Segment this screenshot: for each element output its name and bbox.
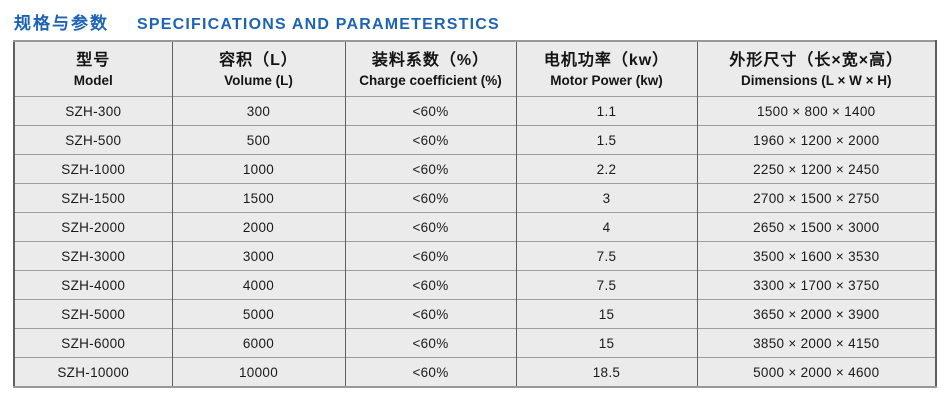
table-cell: 1000 — [171, 154, 345, 184]
header-label-en: Motor Power (kw) — [550, 72, 663, 88]
table-cell: 15 — [515, 328, 697, 358]
table-cell: 1500 — [171, 183, 345, 213]
table-cell: <60% — [344, 328, 516, 358]
table-cell: SZH-1000 — [14, 154, 172, 184]
table-cell: 7.5 — [515, 241, 697, 271]
header-cell-model: 型号 Model — [14, 40, 172, 97]
header-cell-dimensions-l-w-h: 外形尺寸（长×宽×高） Dimensions (L × W × H) — [696, 40, 936, 97]
table-cell: 1960 × 1200 × 2000 — [696, 125, 936, 155]
table-cell: <60% — [344, 183, 516, 213]
table-cell: <60% — [344, 241, 516, 271]
table-cell: 2250 × 1200 × 2450 — [696, 154, 936, 184]
table-cell: <60% — [344, 357, 516, 387]
header-label-cn: 电机功率（kw） — [543, 51, 670, 69]
table-cell: <60% — [344, 299, 516, 329]
table-cell: SZH-1500 — [14, 183, 172, 213]
table-cell: <60% — [344, 125, 516, 155]
table-body: SZH-300 300 <60% 1.1 1500 × 800 × 1400 SZH-50… — [14, 96, 936, 387]
header-label-cn: 容积（L） — [219, 51, 298, 69]
table-cell: 3 — [515, 183, 697, 213]
table-cell: <60% — [344, 96, 516, 126]
table-cell: 2650 × 1500 × 3000 — [696, 212, 936, 242]
table-cell: 4000 — [171, 270, 345, 300]
header-label-cn: 装料系数（%） — [371, 51, 490, 69]
table-cell: 2.2 — [515, 154, 697, 184]
table-cell: 5000 — [171, 299, 345, 329]
table-row: SZH-4000 4000 <60% 7.5 3300 × 1700 × 3750 — [14, 270, 936, 300]
page-title-chinese: 规格与参数 — [14, 14, 109, 33]
table-cell: 1500 × 800 × 1400 — [696, 96, 936, 126]
header-label-en: Dimensions (L × W × H) — [740, 72, 892, 88]
table-cell: <60% — [344, 154, 516, 184]
header-cell-volume-l: 容积（L） Volume (L) — [171, 40, 345, 97]
table-header-row: 型号 Model 容积（L） Volume (L) 装料系数（%） Charge coef… — [14, 40, 936, 97]
table-row: SZH-500 500 <60% 1.5 1960 × 1200 × 2000 — [14, 125, 936, 155]
table-cell: 10000 — [171, 357, 345, 387]
table-head: 型号 Model 容积（L） Volume (L) 装料系数（%） Charge coef… — [14, 40, 936, 97]
table-cell: 1.1 — [515, 96, 697, 126]
table-row: SZH-6000 6000 <60% 15 3850 × 2000 × 4150 — [14, 328, 936, 358]
table-cell: 2000 — [171, 212, 345, 242]
table-cell: 3850 × 2000 × 4150 — [696, 328, 936, 358]
table-row: SZH-3000 3000 <60% 7.5 3500 × 1600 × 3530 — [14, 241, 936, 271]
table-cell: 18.5 — [515, 357, 697, 387]
table-row: SZH-1500 1500 <60% 3 2700 × 1500 × 2750 — [14, 183, 936, 213]
table-cell: SZH-4000 — [14, 270, 172, 300]
table-cell: SZH-6000 — [14, 328, 172, 358]
table-cell: 3500 × 1600 × 3530 — [696, 241, 936, 271]
header-label-cn: 外形尺寸（长×宽×高） — [729, 51, 904, 69]
header-cell-charge-coefficient: 装料系数（%） Charge coefficient (%) — [344, 40, 516, 97]
page-title: 规格与参数 SPECIFICATIONS AND PARAMETERSTICS — [0, 0, 950, 33]
header-label-en: Model — [73, 72, 113, 88]
table-cell: SZH-10000 — [14, 357, 172, 387]
table-cell: SZH-3000 — [14, 241, 172, 271]
table-cell: <60% — [344, 270, 516, 300]
table-cell: 6000 — [171, 328, 345, 358]
table-cell: 15 — [515, 299, 697, 329]
table-row: SZH-5000 5000 <60% 15 3650 × 2000 × 3900 — [14, 299, 936, 329]
table-cell: 300 — [171, 96, 345, 126]
table-cell: 5000 × 2000 × 4600 — [696, 357, 936, 387]
page-title-english: SPECIFICATIONS AND PARAMETERSTICS — [137, 16, 500, 33]
table-cell: 3300 × 1700 × 3750 — [696, 270, 936, 300]
header-label-cn: 型号 — [76, 51, 111, 69]
table-cell: SZH-500 — [14, 125, 172, 155]
table-cell: <60% — [344, 212, 516, 242]
table-cell: 7.5 — [515, 270, 697, 300]
header-label-en: Charge coefficient (%) — [359, 72, 502, 88]
table-cell: 4 — [515, 212, 697, 242]
table-cell: SZH-5000 — [14, 299, 172, 329]
table-cell: 3650 × 2000 × 3900 — [696, 299, 936, 329]
table-row: SZH-1000 1000 <60% 2.2 2250 × 1200 × 2450 — [14, 154, 936, 184]
table-cell: 3000 — [171, 241, 345, 271]
table-cell: SZH-300 — [14, 96, 172, 126]
table-cell: 1.5 — [515, 125, 697, 155]
table-cell: 500 — [171, 125, 345, 155]
table-row: SZH-10000 10000 <60% 18.5 5000 × 2000 × 4600 — [14, 357, 936, 387]
table-row: SZH-300 300 <60% 1.1 1500 × 800 × 1400 — [14, 96, 936, 126]
header-cell-motor-power-kw: 电机功率（kw） Motor Power (kw) — [515, 40, 697, 97]
table-cell: SZH-2000 — [14, 212, 172, 242]
table-row: SZH-2000 2000 <60% 4 2650 × 1500 × 3000 — [14, 212, 936, 242]
specifications-table: 型号 Model 容积（L） Volume (L) 装料系数（%） Charge coef… — [13, 40, 937, 388]
header-label-en: Volume (L) — [224, 72, 293, 88]
table-cell: 2700 × 1500 × 2750 — [696, 183, 936, 213]
